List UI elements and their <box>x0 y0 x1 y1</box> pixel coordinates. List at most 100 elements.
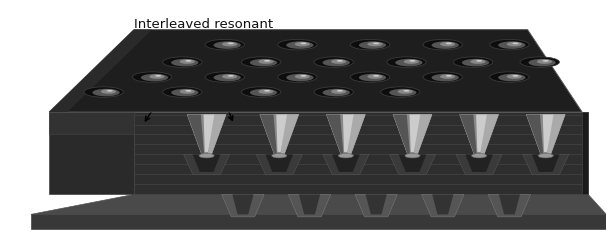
Ellipse shape <box>404 60 419 64</box>
Polygon shape <box>481 115 498 155</box>
Polygon shape <box>532 155 560 172</box>
Ellipse shape <box>250 90 277 97</box>
Polygon shape <box>193 155 220 172</box>
Text: elements: elements <box>172 50 234 63</box>
Ellipse shape <box>373 43 379 45</box>
Ellipse shape <box>242 58 281 68</box>
Text: Interleaved resonant: Interleaved resonant <box>134 18 273 31</box>
Ellipse shape <box>300 76 307 78</box>
Ellipse shape <box>337 90 343 92</box>
Polygon shape <box>327 115 365 155</box>
Polygon shape <box>323 155 369 175</box>
Polygon shape <box>208 115 226 155</box>
Polygon shape <box>183 155 229 175</box>
Polygon shape <box>49 112 134 135</box>
Ellipse shape <box>498 74 526 82</box>
Ellipse shape <box>287 74 313 82</box>
Polygon shape <box>399 155 426 172</box>
Polygon shape <box>432 194 453 214</box>
Ellipse shape <box>92 90 120 97</box>
Ellipse shape <box>180 90 195 94</box>
Ellipse shape <box>185 61 191 62</box>
Ellipse shape <box>440 75 455 80</box>
Polygon shape <box>390 155 436 175</box>
Ellipse shape <box>507 43 522 47</box>
Ellipse shape <box>543 61 549 62</box>
Ellipse shape <box>432 74 459 82</box>
Ellipse shape <box>381 88 420 98</box>
Ellipse shape <box>180 60 195 64</box>
Polygon shape <box>299 194 320 214</box>
Polygon shape <box>456 155 502 175</box>
Ellipse shape <box>404 90 410 92</box>
Polygon shape <box>393 115 410 155</box>
Polygon shape <box>203 115 214 152</box>
Ellipse shape <box>278 72 317 83</box>
Ellipse shape <box>163 58 202 68</box>
Ellipse shape <box>389 90 416 97</box>
Polygon shape <box>582 112 588 194</box>
Ellipse shape <box>322 60 350 67</box>
Ellipse shape <box>520 58 560 68</box>
Ellipse shape <box>507 75 522 80</box>
Polygon shape <box>256 155 302 175</box>
Ellipse shape <box>107 90 113 92</box>
Ellipse shape <box>101 90 116 94</box>
Ellipse shape <box>512 76 518 78</box>
Ellipse shape <box>498 42 526 50</box>
Polygon shape <box>393 115 432 155</box>
Polygon shape <box>422 194 464 217</box>
Polygon shape <box>343 115 354 152</box>
Ellipse shape <box>470 60 486 64</box>
Ellipse shape <box>367 75 382 80</box>
Polygon shape <box>547 115 565 155</box>
Ellipse shape <box>314 88 353 98</box>
Ellipse shape <box>350 40 390 51</box>
Polygon shape <box>459 115 498 155</box>
Ellipse shape <box>490 72 529 83</box>
Ellipse shape <box>250 60 277 67</box>
Polygon shape <box>49 112 134 194</box>
Ellipse shape <box>287 42 313 50</box>
Polygon shape <box>232 194 254 214</box>
Polygon shape <box>410 115 420 152</box>
Ellipse shape <box>387 58 426 68</box>
Ellipse shape <box>322 90 350 97</box>
Polygon shape <box>134 112 588 194</box>
Ellipse shape <box>222 75 237 80</box>
Ellipse shape <box>490 40 529 51</box>
Ellipse shape <box>472 154 487 158</box>
Ellipse shape <box>222 43 237 47</box>
Ellipse shape <box>295 43 310 47</box>
Ellipse shape <box>132 72 172 83</box>
Ellipse shape <box>155 76 161 78</box>
Ellipse shape <box>259 60 274 64</box>
Ellipse shape <box>205 72 245 83</box>
Ellipse shape <box>373 76 379 78</box>
Ellipse shape <box>410 61 416 62</box>
Polygon shape <box>332 155 360 172</box>
Ellipse shape <box>395 60 422 67</box>
Ellipse shape <box>337 61 343 62</box>
Polygon shape <box>222 194 264 217</box>
Ellipse shape <box>264 61 270 62</box>
Ellipse shape <box>228 43 234 45</box>
Polygon shape <box>49 30 152 112</box>
Ellipse shape <box>171 90 198 97</box>
Ellipse shape <box>199 154 214 158</box>
Polygon shape <box>187 115 226 155</box>
Polygon shape <box>365 194 387 214</box>
Ellipse shape <box>214 74 241 82</box>
Ellipse shape <box>476 61 482 62</box>
Polygon shape <box>499 194 520 214</box>
Ellipse shape <box>462 60 489 67</box>
Ellipse shape <box>453 58 493 68</box>
Ellipse shape <box>205 40 245 51</box>
Ellipse shape <box>423 72 463 83</box>
Ellipse shape <box>423 40 463 51</box>
Polygon shape <box>276 115 287 152</box>
Polygon shape <box>288 194 331 217</box>
Polygon shape <box>414 115 432 155</box>
Ellipse shape <box>295 75 310 80</box>
Ellipse shape <box>529 60 556 67</box>
